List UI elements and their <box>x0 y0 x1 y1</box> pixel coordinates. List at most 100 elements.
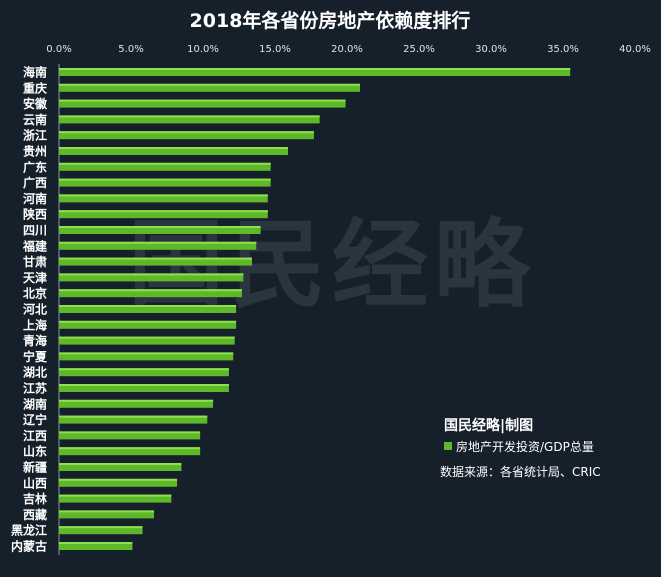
bar <box>59 83 360 92</box>
bar <box>59 210 268 219</box>
bar-highlight <box>59 431 201 434</box>
x-tick-label: 30.0% <box>475 44 507 55</box>
bar <box>59 526 143 535</box>
bar <box>59 320 237 329</box>
category-label: 四川 <box>23 224 47 238</box>
bar <box>59 194 268 203</box>
bar <box>59 147 288 155</box>
category-label: 河北 <box>22 302 47 317</box>
bar-highlight <box>59 399 214 402</box>
bar <box>59 399 214 408</box>
bar <box>59 305 237 313</box>
bar <box>59 368 229 377</box>
bar-highlight <box>59 99 346 102</box>
category-label: 浙江 <box>23 128 47 143</box>
chart-title: 2018年各省份房地产依赖度排行 <box>190 9 471 32</box>
x-tick-label: 35.0% <box>547 44 579 55</box>
bar <box>59 384 229 392</box>
bar-highlight <box>59 463 182 465</box>
category-label: 云南 <box>23 112 47 127</box>
category-label: 广西 <box>23 175 47 190</box>
bar <box>59 510 155 519</box>
category-label: 内蒙古 <box>11 539 47 554</box>
bar <box>59 431 201 440</box>
bar-highlight <box>59 226 261 228</box>
category-label: 西藏 <box>23 507 47 522</box>
category-label: 陕西 <box>23 207 47 222</box>
bar <box>59 162 271 171</box>
bar <box>59 415 208 424</box>
bar-highlight <box>59 210 268 213</box>
category-label: 江西 <box>23 428 47 443</box>
category-label: 辽宁 <box>23 412 47 427</box>
bar <box>59 352 234 361</box>
bar-highlight <box>59 368 229 371</box>
category-label: 海南 <box>23 65 47 80</box>
category-label: 山东 <box>23 444 47 459</box>
category-label: 江苏 <box>23 381 47 396</box>
category-label: 贵州 <box>23 144 47 159</box>
bar-highlight <box>59 478 178 481</box>
x-tick-label: 25.0% <box>403 44 435 55</box>
bar-highlight <box>59 241 257 244</box>
credit-text: 国民经略|制图 <box>444 417 533 434</box>
x-axis-ticks: 0.0% 5.0% 10.0% 15.0% 20.0% 25.0% 30.0% 35.0% 40… <box>46 44 651 55</box>
category-label: 重庆 <box>23 80 47 95</box>
x-tick-label: 0.0% <box>46 44 71 55</box>
bar-highlight <box>59 415 208 418</box>
category-label: 青海 <box>23 333 47 348</box>
bar-highlight <box>59 162 271 165</box>
category-label: 上海 <box>23 317 47 332</box>
x-tick-label: 15.0% <box>259 44 291 55</box>
bar-highlight <box>59 526 143 529</box>
category-label: 河南 <box>22 191 47 206</box>
bar-highlight <box>59 542 133 544</box>
category-label: 吉林 <box>23 491 47 506</box>
category-label: 福建 <box>22 238 48 253</box>
category-label: 北京 <box>23 286 47 301</box>
bar-highlight <box>59 320 237 323</box>
category-label: 湖南 <box>23 396 47 411</box>
category-label: 湖北 <box>23 365 47 380</box>
bar <box>59 289 242 298</box>
bar-highlight <box>59 336 235 339</box>
bar <box>59 115 320 124</box>
bar <box>59 336 235 345</box>
bar-highlight <box>59 305 237 307</box>
bar-highlight <box>59 447 201 450</box>
bar <box>59 68 571 76</box>
bar-highlight <box>59 384 229 386</box>
bar-highlight <box>59 289 242 292</box>
bars-group <box>59 68 571 550</box>
bar-highlight <box>59 147 288 149</box>
category-label: 安徽 <box>23 96 48 111</box>
bar-highlight <box>59 494 172 497</box>
bar <box>59 131 314 140</box>
bar-highlight <box>59 115 320 118</box>
category-label: 黑龙江 <box>11 523 47 538</box>
bar <box>59 226 261 234</box>
category-label: 新疆 <box>23 460 47 475</box>
bar-highlight <box>59 273 244 276</box>
category-label: 甘肃 <box>23 254 47 269</box>
source-text: 数据来源：各省统计局、CRIC <box>440 464 601 479</box>
bar <box>59 447 201 456</box>
legend-label: 房地产开发投资/GDP总量 <box>456 439 594 454</box>
bar-highlight <box>59 178 271 181</box>
category-label: 天津 <box>23 270 47 285</box>
legend-swatch <box>444 442 452 450</box>
x-tick-label: 40.0% <box>619 44 651 55</box>
bar <box>59 478 178 487</box>
bar <box>59 542 133 550</box>
bar <box>59 494 172 503</box>
bar <box>59 273 244 282</box>
category-label: 广东 <box>23 159 47 174</box>
bar-highlight <box>59 257 252 260</box>
bar <box>59 178 271 187</box>
bar-highlight <box>59 68 571 70</box>
bar <box>59 99 346 108</box>
bar <box>59 463 182 471</box>
x-tick-label: 10.0% <box>187 44 219 55</box>
